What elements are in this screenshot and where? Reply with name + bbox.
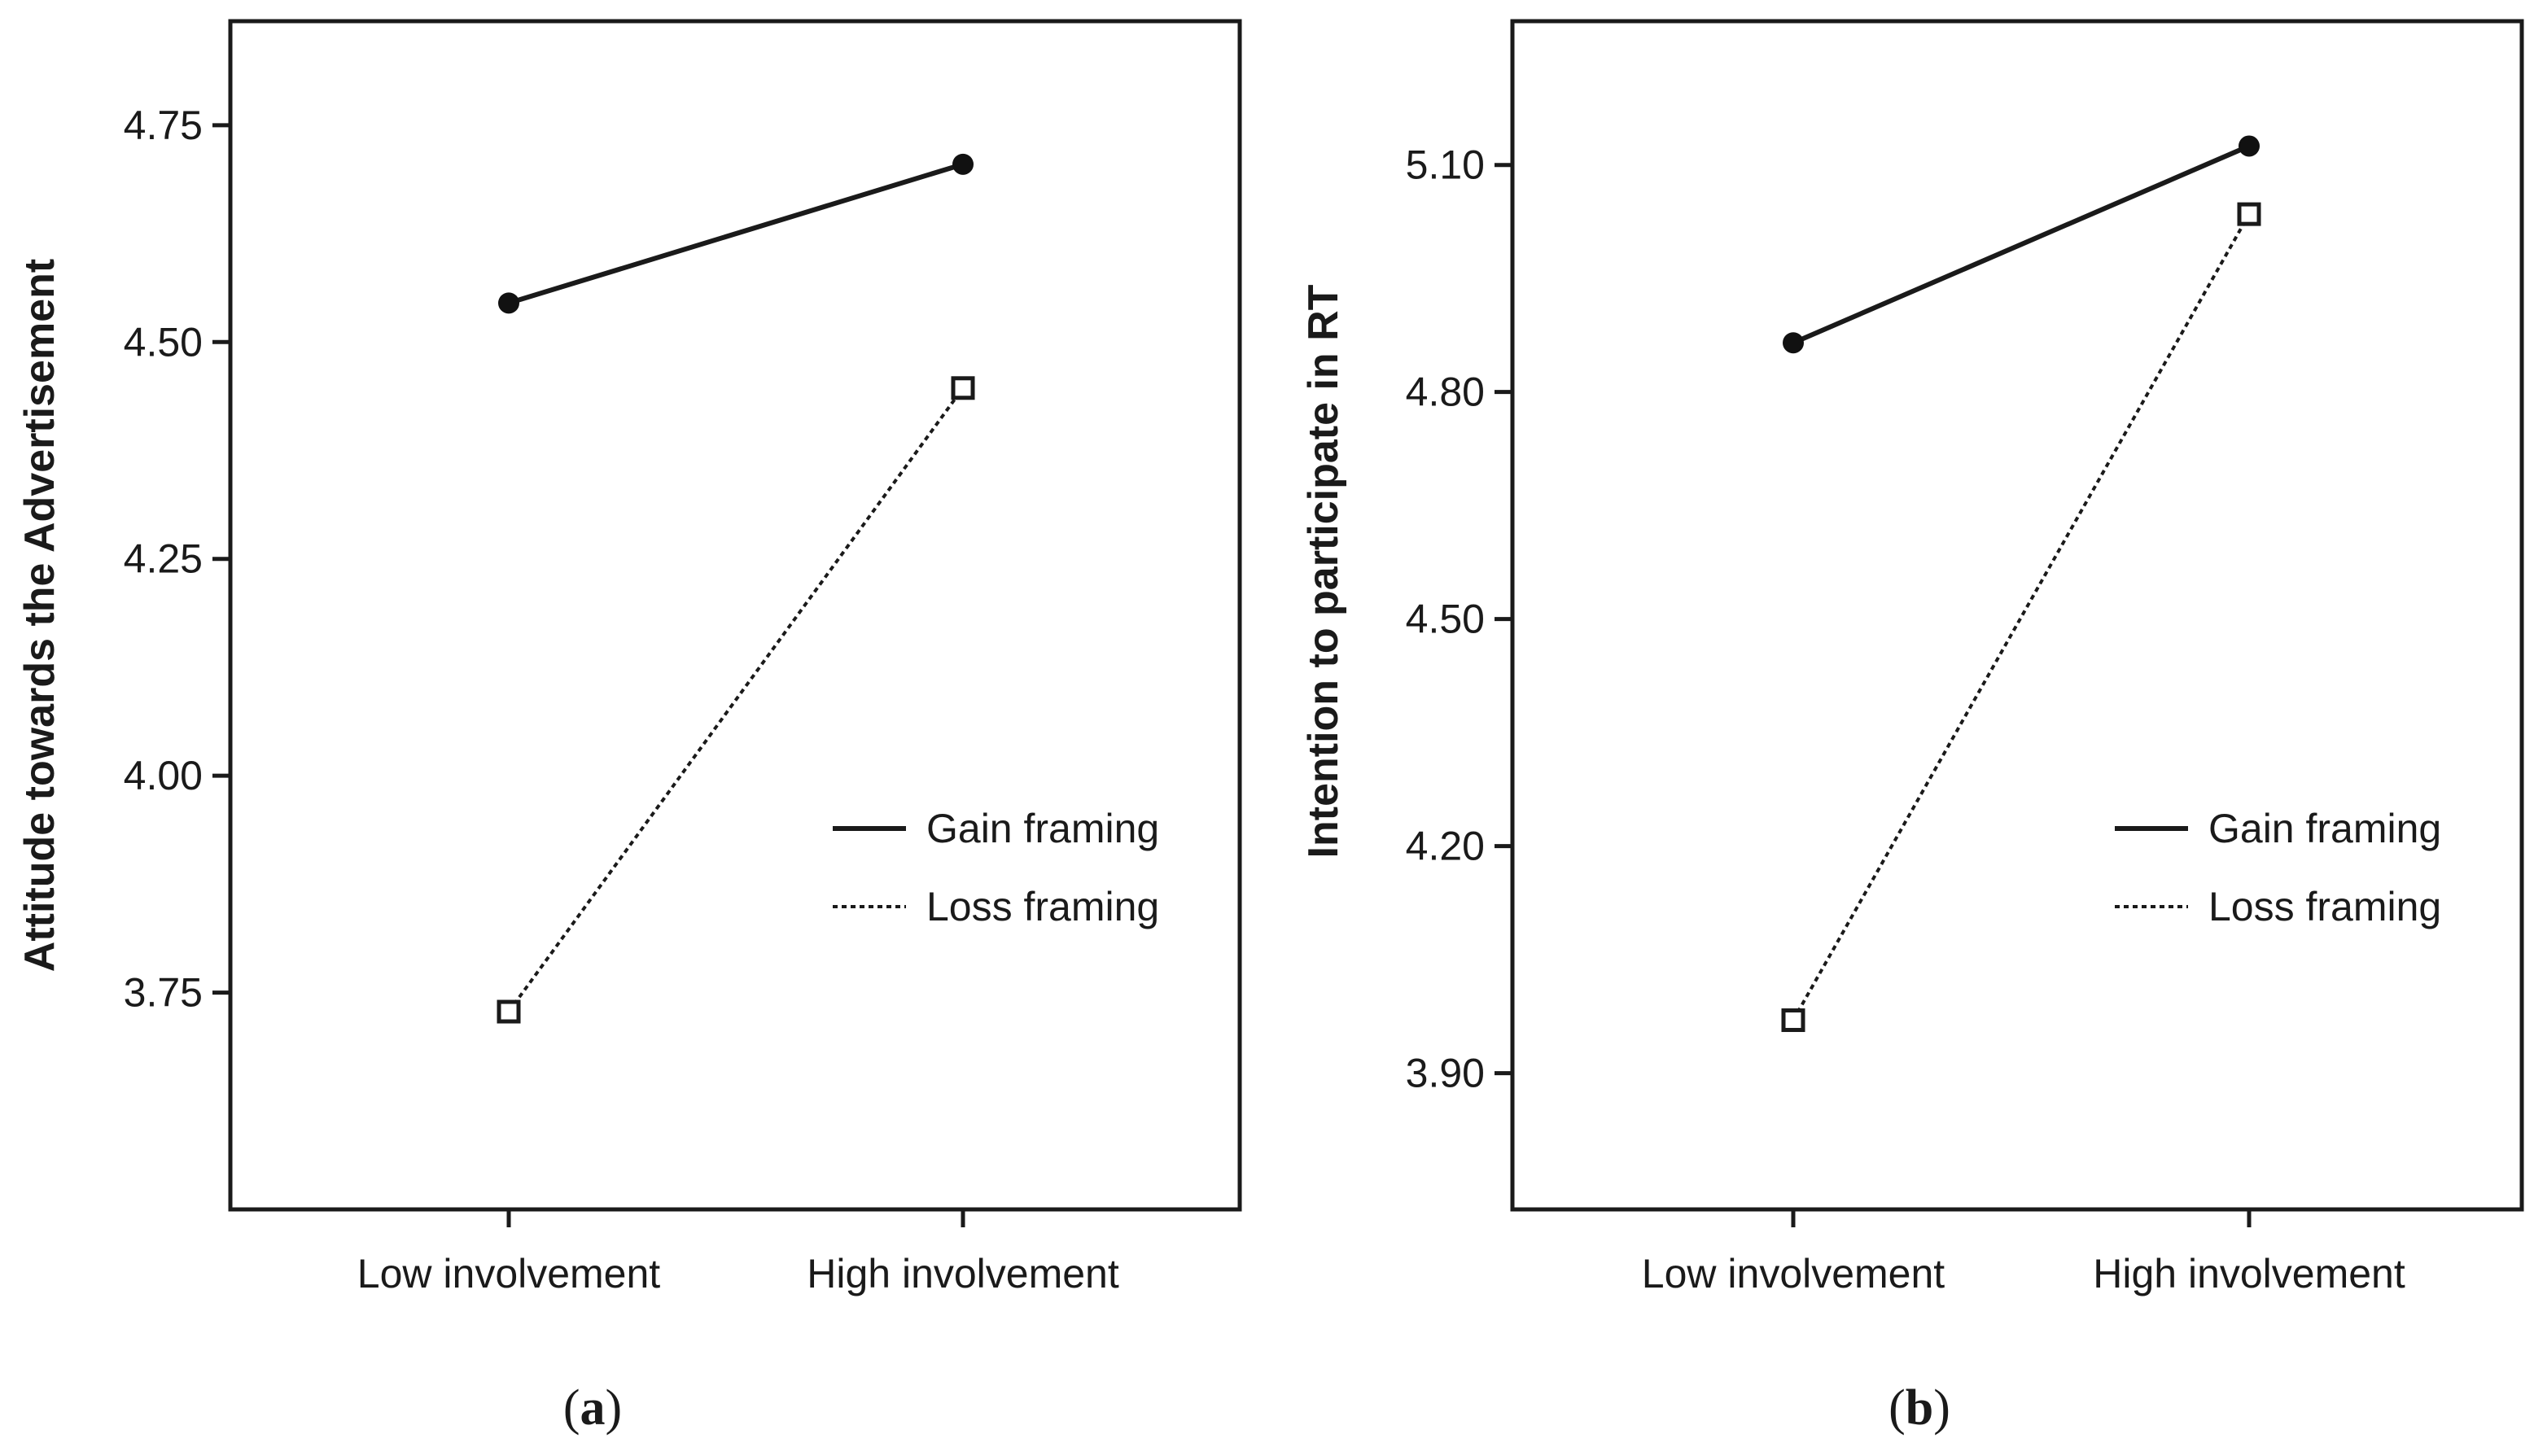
y-tick-label: 4.00 — [124, 753, 203, 798]
y-axis: 3.75 4.00 4.25 4.50 4.75 — [124, 103, 230, 1016]
series-group — [497, 153, 975, 1024]
data-point-gain-framing — [498, 292, 519, 314]
y-tick-label: 4.50 — [1406, 597, 1485, 642]
x-tick-label: High involvement — [807, 1251, 1119, 1296]
data-point-loss-framing — [2237, 202, 2261, 226]
series-line-loss-framing — [1792, 213, 2251, 1021]
y-axis-title: Intention to participate in RT — [1300, 284, 1347, 858]
y-axis-title: Attitude towards the Advertisement — [16, 259, 63, 972]
legend-label: Loss framing — [2208, 884, 2441, 929]
data-point-loss-framing — [951, 376, 975, 400]
panel-caption: (a) — [563, 1380, 622, 1436]
plot-frame — [228, 19, 1242, 1212]
legend-label: Loss framing — [926, 884, 1159, 929]
y-axis: 3.90 4.20 4.50 4.80 5.10 — [1406, 142, 1512, 1096]
panel-b: 3.90 4.20 4.50 4.80 5.10 Low involvement High… — [1300, 19, 2524, 1436]
data-point-gain-framing — [952, 153, 974, 175]
y-tick-label: 3.75 — [124, 970, 203, 1016]
series-group — [1781, 135, 2261, 1033]
legend: Gain framing Loss framing — [833, 806, 1159, 929]
panel-caption-letter: a — [580, 1380, 606, 1436]
legend-label: Gain framing — [2208, 806, 2441, 851]
x-axis: Low involvement High involvement — [1642, 1209, 2405, 1296]
y-tick-label: 4.75 — [124, 103, 203, 148]
data-point-loss-framing — [1781, 1008, 1805, 1033]
panel-caption-letter: b — [1906, 1380, 1933, 1436]
x-tick-label: High involvement — [2093, 1251, 2405, 1296]
plot-frame — [1510, 19, 2524, 1212]
data-point-gain-framing — [2239, 135, 2260, 157]
y-tick-label: 4.80 — [1406, 369, 1485, 415]
panel-caption: (b) — [1888, 1380, 1950, 1436]
data-point-gain-framing — [1783, 332, 1804, 354]
x-axis: Low involvement High involvement — [357, 1209, 1119, 1296]
x-tick-label: Low involvement — [1642, 1251, 1945, 1296]
series-line-gain-framing — [508, 161, 964, 306]
y-tick-label: 4.20 — [1406, 824, 1485, 869]
series-line-loss-framing — [507, 387, 965, 1013]
y-tick-label: 5.10 — [1406, 142, 1485, 188]
series-line-gain-framing — [1792, 143, 2251, 345]
x-tick-label: Low involvement — [357, 1251, 661, 1296]
data-point-loss-framing — [497, 999, 521, 1024]
y-tick-label: 4.50 — [124, 319, 203, 365]
panel-a: 3.75 4.00 4.25 4.50 4.75 Low involvement High… — [16, 19, 1242, 1436]
y-tick-label: 4.25 — [124, 536, 203, 582]
y-tick-label: 3.90 — [1406, 1051, 1485, 1096]
legend-label: Gain framing — [926, 806, 1159, 851]
legend: Gain framing Loss framing — [2115, 806, 2441, 929]
